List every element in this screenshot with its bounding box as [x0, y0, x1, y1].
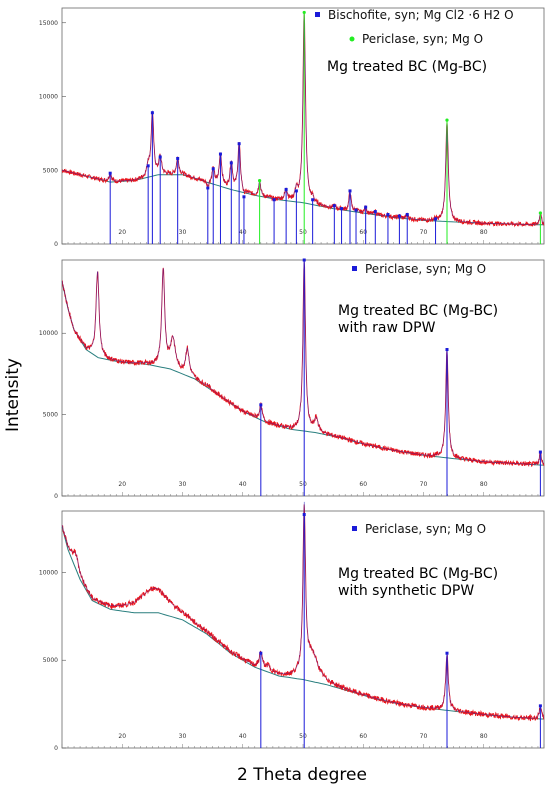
x-tick-label: 30 — [179, 733, 187, 740]
x-tick-label: 20 — [118, 229, 126, 236]
reference-peak-marker — [332, 204, 336, 208]
reference-peak-marker — [206, 186, 210, 190]
y-tick-label: 5000 — [43, 167, 58, 174]
panel-mg-bc-synthetic-dpw: 0 5000 10000 20 30 40 50 60 70 80 Periclase, syn; … — [39, 501, 545, 752]
background-curve — [61, 169, 544, 226]
y-tick-label: 0 — [54, 241, 58, 248]
reference-peak-marker — [538, 211, 542, 215]
y-tick-label: 10000 — [39, 330, 58, 337]
x-tick-label: 80 — [480, 733, 488, 740]
fitted-pattern — [61, 501, 545, 719]
reference-peak-marker — [229, 161, 233, 165]
reference-peak-marker — [242, 195, 246, 199]
reference-peak-marker — [538, 450, 542, 454]
reference-peak-marker — [218, 152, 222, 156]
y-axis-title: Intensity — [3, 358, 23, 432]
reference-peak-marker — [158, 155, 162, 159]
fitted-pattern — [61, 259, 545, 465]
reference-peak-marker — [397, 214, 401, 218]
x-tick-label: 20 — [118, 733, 126, 740]
x-tick-label: 80 — [480, 229, 488, 236]
reference-peak-marker — [445, 348, 449, 352]
x-tick-label: 60 — [359, 733, 367, 740]
panel-title: with raw DPW — [338, 320, 436, 336]
reference-peak-marker — [284, 187, 288, 191]
x-tick-label: 70 — [420, 229, 428, 236]
reference-peak-marker — [445, 118, 449, 122]
x-tick-label: 50 — [299, 481, 307, 488]
legend-marker — [352, 526, 357, 531]
y-tick-label: 0 — [54, 745, 58, 752]
reference-peak-marker — [176, 156, 180, 160]
panel-mg-bc-raw-dpw: 0 5000 10000 20 30 40 50 60 70 80 Periclase, syn; … — [39, 258, 545, 500]
panel-title: with synthetic DPW — [338, 583, 474, 599]
reference-peak-marker — [340, 207, 344, 211]
y-tick-label: 5000 — [43, 657, 58, 664]
reference-peak-marker — [434, 217, 438, 221]
reference-peak-marker — [259, 651, 263, 655]
reference-peak-marker — [405, 213, 409, 216]
y-tick-label: 0 — [54, 493, 58, 500]
reference-peak-marker — [211, 167, 215, 171]
reference-peak-marker — [272, 198, 276, 202]
legend-marker — [315, 12, 320, 17]
x-axis-title: 2 Theta degree — [237, 765, 367, 785]
reference-peak-marker — [311, 198, 315, 202]
y-tick-label: 10000 — [39, 569, 58, 576]
reference-peak-marker — [445, 651, 449, 655]
panel-title: Mg treated BC (Mg-BC) — [338, 566, 498, 582]
x-tick-label: 40 — [239, 733, 247, 740]
y-tick-label: 10000 — [39, 94, 58, 101]
legend-label: Periclase, syn; Mg O — [365, 522, 486, 536]
x-tick-label: 40 — [239, 481, 247, 488]
x-tick-label: 70 — [420, 733, 428, 740]
legend-label: Bischofite, syn; Mg Cl2 ·6 H2 O — [328, 8, 514, 22]
reference-peak-marker — [538, 704, 542, 708]
reference-peak-marker — [302, 513, 306, 517]
reference-peak-marker — [364, 205, 368, 209]
panel-mg-bc: 0 5000 10000 15000 20 30 40 50 60 70 80 Bischofite,… — [39, 7, 545, 248]
observed-pattern — [61, 261, 545, 468]
x-tick-label: 60 — [359, 229, 367, 236]
x-tick-label: 40 — [239, 229, 247, 236]
reference-peak-marker — [108, 171, 112, 175]
legend-label: Periclase, syn; Mg O — [362, 32, 483, 46]
x-tick-label: 50 — [299, 229, 307, 236]
legend-marker — [349, 36, 355, 42]
x-tick-label: 70 — [420, 481, 428, 488]
x-tick-label: 50 — [299, 733, 307, 740]
reference-peak-marker — [294, 189, 298, 193]
reference-peak-marker — [373, 210, 377, 214]
x-tick-label: 30 — [179, 229, 187, 236]
reference-peak-marker — [348, 189, 352, 193]
y-tick-label: 5000 — [43, 412, 58, 419]
panel-title: Mg treated BC (Mg-BC) — [338, 303, 498, 319]
y-tick-label: 15000 — [39, 20, 58, 27]
reference-peak-marker — [150, 111, 154, 115]
reference-peak-marker — [302, 258, 306, 262]
reference-peak-marker — [258, 178, 262, 183]
reference-peak-marker — [237, 142, 241, 146]
x-tick-label: 60 — [359, 481, 367, 488]
reference-peak-marker — [146, 164, 150, 168]
panel-title: Mg treated BC (Mg-BC) — [327, 59, 487, 75]
reference-peak-marker — [302, 10, 306, 15]
fitted-pattern — [61, 11, 545, 225]
legend-marker — [352, 266, 357, 271]
x-tick-label: 30 — [179, 481, 187, 488]
reference-peak-marker — [259, 403, 263, 407]
reference-peak-marker — [354, 208, 358, 212]
legend-label: Periclase, syn; Mg O — [365, 262, 486, 276]
reference-peak-marker — [386, 213, 390, 216]
x-tick-label: 80 — [480, 481, 488, 488]
x-tick-label: 20 — [118, 481, 126, 488]
